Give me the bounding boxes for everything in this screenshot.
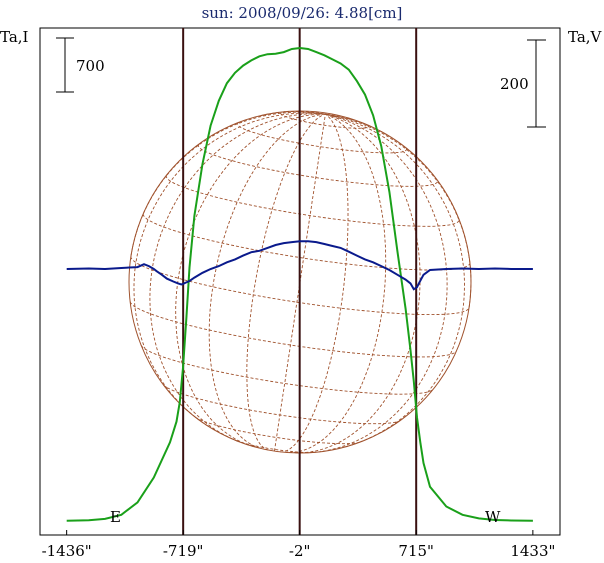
right-scale-bar-label: 200 [500, 75, 529, 93]
x-tick-label: -719" [163, 542, 204, 560]
series-line-stokes-i [66, 46, 533, 522]
x-axis-ticks: -1436" -719" -2" 715" 1433" [42, 530, 555, 560]
x-tick-label: -2" [289, 542, 311, 560]
meridian-line [325, 113, 472, 308]
left-axis-label: Ta,I [0, 28, 29, 46]
meridian-line [273, 114, 326, 452]
left-scale-bar: 700 [56, 37, 105, 93]
x-tick-label: 715" [398, 542, 434, 560]
parallel-line [140, 345, 434, 395]
parallel-line [194, 416, 361, 445]
east-limb-label: E [110, 508, 121, 526]
right-axis-label: Ta,V [568, 28, 603, 46]
meridian-line [295, 113, 421, 454]
meridian-line [280, 113, 349, 453]
parallel-line [280, 111, 369, 129]
meridian-line [133, 112, 326, 427]
meridian-line [325, 113, 465, 448]
meridian-line [289, 113, 387, 454]
west-limb-label: W [485, 508, 501, 526]
left-scale-bar-label: 700 [76, 57, 105, 75]
parallel-line [165, 175, 460, 227]
chart-title: sun: 2008/09/26: 4.88[cm] [202, 4, 403, 22]
meridian-line [208, 113, 326, 449]
meridian-line [130, 111, 326, 257]
solar-grid [128, 110, 472, 454]
series-line-stokes-v [66, 240, 533, 291]
x-tick-label: 1433" [510, 542, 555, 560]
parallel-line [236, 121, 407, 154]
series-layer [66, 46, 533, 522]
x-tick-label: -1436" [42, 542, 92, 560]
meridian-line [246, 113, 326, 451]
vertical-reference-lines [182, 28, 418, 535]
parallel-line [129, 301, 457, 358]
right-scale-bar: 200 [500, 39, 546, 128]
meridian-line [149, 113, 326, 442]
meridian-line [175, 113, 326, 448]
parallel-line [197, 143, 438, 187]
parallel-line [130, 256, 470, 316]
meridian-line [261, 111, 326, 116]
meridian-line [312, 113, 448, 453]
